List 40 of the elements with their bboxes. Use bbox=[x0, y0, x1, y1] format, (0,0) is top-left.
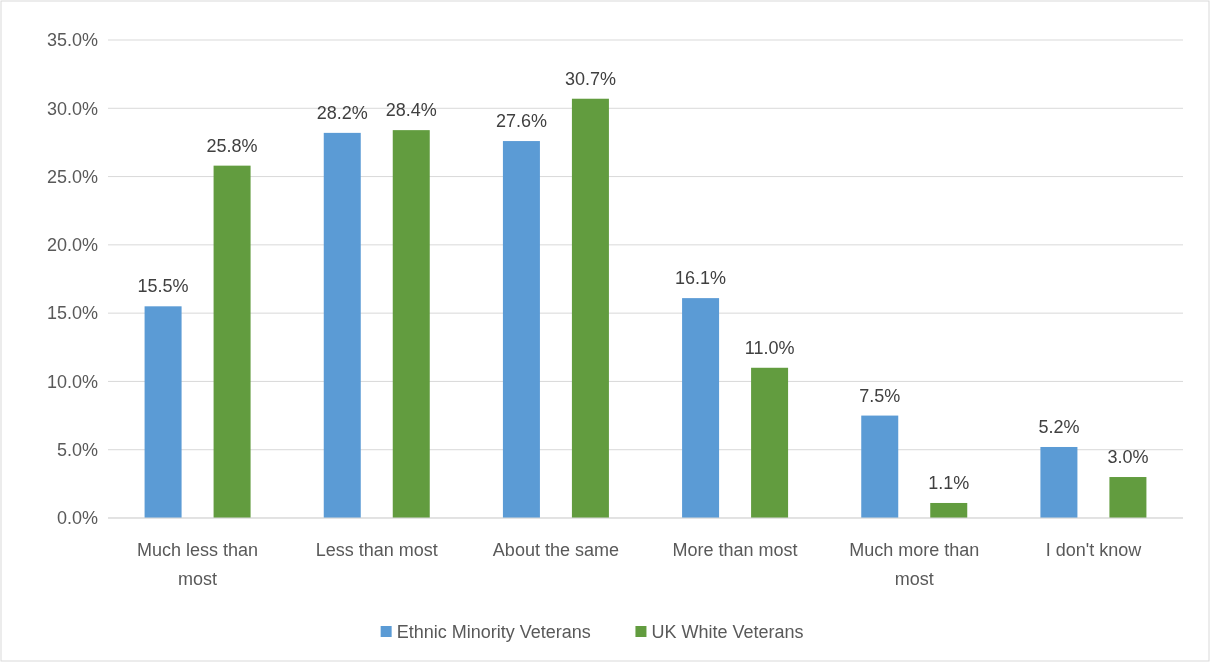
x-tick-label: Much less than most bbox=[137, 540, 259, 589]
bar bbox=[930, 502, 968, 518]
legend-label: Ethnic Minority Veterans bbox=[396, 622, 591, 643]
bar bbox=[213, 165, 251, 518]
bar bbox=[392, 130, 430, 518]
data-label: 16.1% bbox=[675, 268, 727, 289]
data-label: 5.2% bbox=[1038, 416, 1080, 437]
bar bbox=[682, 298, 720, 518]
y-tick-label: 0.0% bbox=[56, 508, 98, 529]
y-tick-label: 5.0% bbox=[56, 440, 98, 461]
data-label: 25.8% bbox=[206, 135, 258, 156]
bar bbox=[1040, 446, 1078, 518]
y-tick-label: 20.0% bbox=[46, 235, 98, 256]
bar bbox=[502, 141, 540, 518]
bar bbox=[571, 98, 609, 518]
legend-label: UK White Veterans bbox=[651, 622, 804, 643]
y-tick-label: 15.0% bbox=[46, 303, 98, 324]
data-label: 15.5% bbox=[137, 276, 189, 297]
bar bbox=[144, 306, 182, 518]
y-tick-label: 10.0% bbox=[46, 371, 98, 392]
data-label: 7.5% bbox=[859, 385, 901, 406]
x-tick-label: More than most bbox=[672, 540, 798, 560]
bar bbox=[1109, 477, 1147, 518]
data-label: 1.1% bbox=[928, 472, 970, 493]
data-label: 11.0% bbox=[744, 337, 795, 358]
x-tick-label: Less than most bbox=[315, 540, 438, 560]
data-label: 3.0% bbox=[1107, 447, 1149, 468]
data-label: 27.6% bbox=[495, 111, 547, 132]
bar bbox=[323, 132, 361, 518]
data-label: 28.4% bbox=[385, 100, 437, 121]
y-tick-label: 35.0% bbox=[46, 30, 98, 51]
x-tick-label: Much more than most bbox=[849, 540, 980, 589]
y-tick-label: 30.0% bbox=[46, 98, 98, 119]
x-tick-label: About the same bbox=[492, 540, 619, 560]
data-label: 28.2% bbox=[316, 102, 368, 123]
y-tick-label: 25.0% bbox=[46, 166, 98, 187]
bar bbox=[861, 415, 899, 518]
data-label: 30.7% bbox=[564, 68, 616, 89]
bar bbox=[751, 367, 789, 518]
x-tick-label: I don't know bbox=[1045, 540, 1143, 560]
